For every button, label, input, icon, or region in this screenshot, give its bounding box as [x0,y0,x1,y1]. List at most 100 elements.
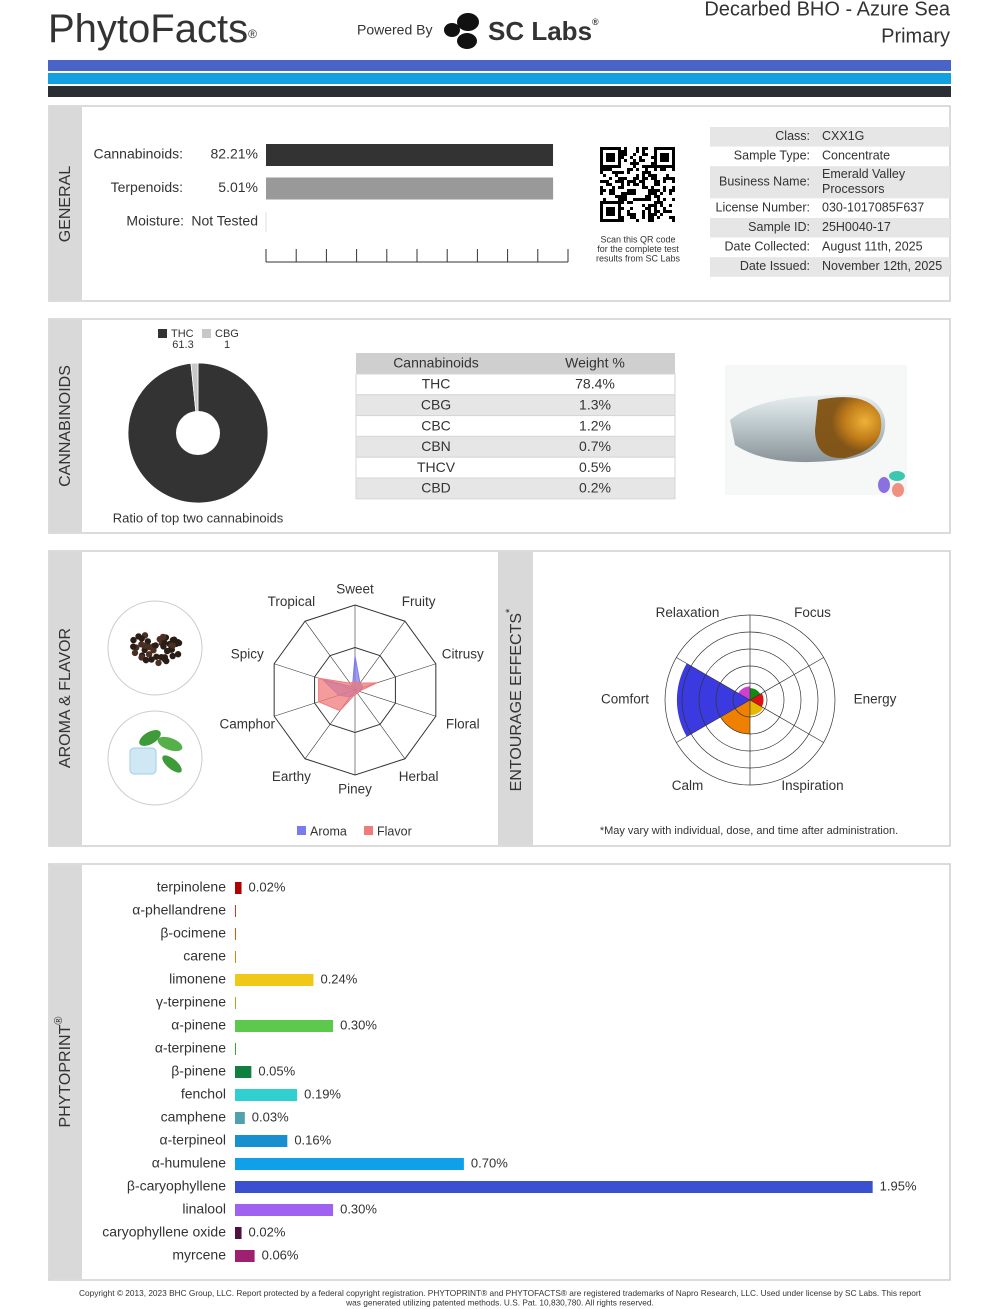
lab-name: SC Labs® [488,16,599,46]
radar-label: Piney [338,782,372,797]
qr-cell [624,150,627,153]
general-title-text: GENERAL [57,166,74,243]
cannabinoids-title-text: CANNABINOIDS [57,365,74,487]
peppercorn [152,642,159,649]
qr-cell [654,183,657,186]
qr-cell [666,210,669,213]
peppercorn [174,651,182,658]
qr-cell [621,177,624,180]
qr-cell [621,216,624,219]
effect-sector [676,663,750,737]
peppercorn [169,642,177,649]
qr-cell [663,180,666,183]
qr-cell [666,177,669,180]
info-row-bg [710,257,950,277]
qr-cell [645,207,648,210]
qr-cell [663,186,666,189]
qr-cell [630,189,633,192]
qr-cell [636,198,639,201]
qr-cell [624,153,627,156]
qr-cell [654,213,657,216]
qr-cell [642,216,645,219]
qr-cell [651,204,654,207]
info-value: 030-1017085F637 [822,200,924,214]
legend-swatch [297,826,306,835]
qr-cell [630,192,633,195]
qr-cell [618,180,621,183]
qr-cell [648,210,651,213]
qr-cell [654,174,657,177]
qr-cell [648,165,651,168]
qr-cell [651,219,654,222]
qr-cell [639,159,642,162]
qr-cell [645,195,648,198]
qr-cell [633,189,636,192]
qr-cell [627,168,630,171]
legend-swatch [364,826,373,835]
terpene-label: β-ocimene [160,925,226,941]
qr-cell [633,192,636,195]
qr-cell [672,198,675,201]
radar-label: Spicy [231,647,264,662]
logo-text: PhytoFacts [48,7,248,51]
peppercorn [169,652,176,660]
peppercorn [175,639,183,647]
terpene-bar [235,905,236,917]
general-title: GENERAL [57,166,74,243]
cannabinoids-title: CANNABINOIDS [57,365,74,487]
qr-cell [636,183,639,186]
info-key: License Number: [716,200,811,214]
qr-cell [642,174,645,177]
qr-cell [645,153,648,156]
qr-cell [645,177,648,180]
terpene-bar [235,1043,236,1055]
qr-cell [600,186,603,189]
table-row-bg [355,415,676,437]
effect-label: Calm [672,778,704,793]
qr-cell [654,201,657,204]
qr-cell [648,198,651,201]
qr-cell [663,207,666,210]
qr-cell [603,189,606,192]
terpene-label: camphene [161,1109,227,1125]
qr-cell [618,177,621,180]
qr-cell [621,153,624,156]
qr-cell [603,180,606,183]
qr-cell [615,171,618,174]
effect-sector [750,688,761,700]
lab-mark: ® [592,17,599,27]
qr-cell [672,177,675,180]
qr-cell [630,162,633,165]
terpene-bar [235,1250,255,1262]
legend-swatch [202,329,211,338]
table-cell: 0.5% [579,459,611,475]
peppercorn [130,643,137,650]
row-value: 5.01% [218,179,258,195]
effect-label: Inspiration [781,778,843,793]
qr-finder [606,207,615,216]
aroma-title: AROMA & FLAVOR [57,628,74,768]
qr-finder [606,153,615,162]
qr-cell [651,186,654,189]
qr-cell [621,207,624,210]
qr-cell [600,180,603,183]
qr-cell [648,174,651,177]
qr-cell [624,195,627,198]
content-bar [266,177,554,200]
peppercorn [138,641,145,648]
qr-cell [660,213,663,216]
radar-area [318,677,378,712]
qr-note: Scan this QR code [600,234,675,244]
radar-label: Camphor [219,717,275,732]
table-cell: THC [422,376,451,392]
terpene-bar [235,928,236,940]
qr-cell [603,174,606,177]
terpene-bar [235,951,236,963]
qr-cell [645,198,648,201]
qr-cell [648,195,651,198]
qr-cell [657,198,660,201]
terpene-bar [235,1066,252,1078]
qr-cell [663,177,666,180]
table-row-bg [355,394,676,417]
terpene-value: 0.30% [340,1017,377,1032]
